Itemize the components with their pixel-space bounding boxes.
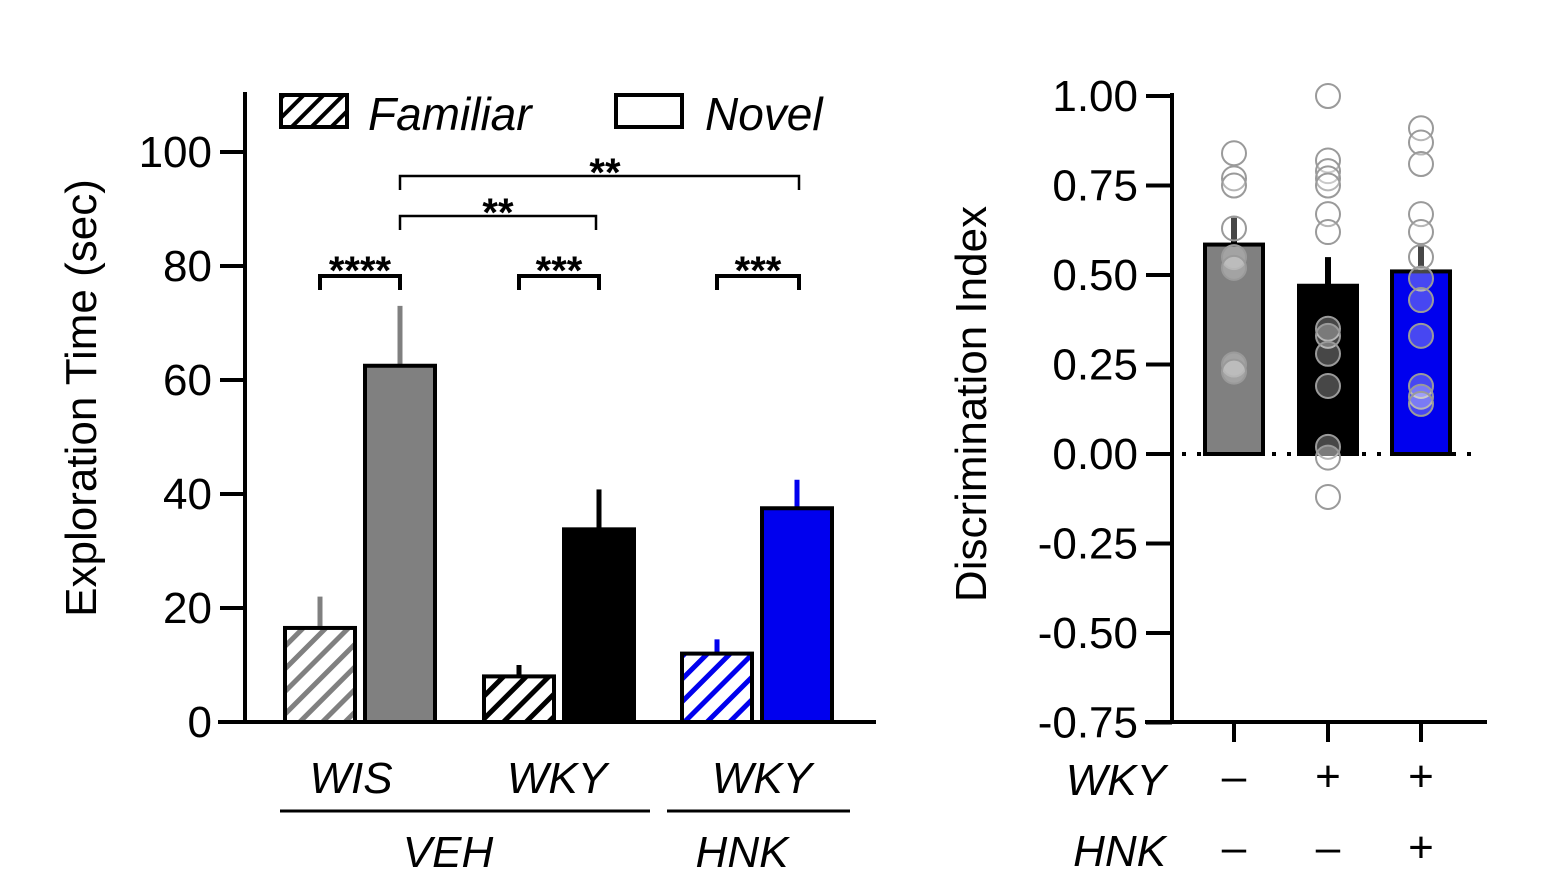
data-point <box>1408 383 1434 410</box>
right-y-tick-label: 0.75 <box>1052 162 1138 211</box>
data-point <box>1408 129 1434 156</box>
right-y-tick-label: -0.25 <box>1038 520 1138 569</box>
left-y-tick-label: 100 <box>139 128 212 177</box>
factor-label: HNK <box>1073 827 1168 876</box>
left-y-ticks: 0 20 40 60 80 100 <box>139 128 245 747</box>
right-y-tick-label: 0.25 <box>1052 341 1138 390</box>
di-bar <box>1390 269 1452 457</box>
data-point <box>1408 265 1434 292</box>
legend-label-familiar: Familiar <box>368 88 533 140</box>
data-point <box>1315 172 1341 199</box>
data-point <box>1221 254 1247 281</box>
group-label-wky-veh: WKY <box>507 754 610 803</box>
left-y-axis-label: Exploration Time (sec) <box>57 179 106 617</box>
treatment-label-veh: VEH <box>403 828 494 877</box>
right-y-tick-label: -0.50 <box>1038 609 1138 658</box>
data-point <box>1315 433 1341 460</box>
significance-stars: ** <box>589 151 621 195</box>
data-point <box>1315 340 1341 367</box>
strain-labels: WIS WKY WKY <box>309 754 814 803</box>
factor-level: – <box>1222 752 1247 801</box>
data-point <box>1315 483 1341 510</box>
data-point <box>1408 372 1434 399</box>
right-y-tick-label: 0.00 <box>1052 430 1138 479</box>
factor-level: + <box>1408 823 1434 872</box>
factor-table: WKY – + + HNK – – + <box>1066 752 1434 876</box>
left-y-tick-label: 0 <box>188 698 212 747</box>
right-y-tick-label: 0.50 <box>1052 251 1138 300</box>
factor-level: – <box>1316 823 1341 872</box>
right-y-tick-label: -0.75 <box>1038 699 1138 748</box>
data-point <box>1221 165 1247 192</box>
data-point <box>1315 372 1341 399</box>
data-point <box>1221 215 1247 242</box>
treatment-label-hnk: HNK <box>696 828 791 877</box>
data-point <box>1221 358 1247 385</box>
familiar-bar <box>283 625 357 725</box>
significance-bracket <box>398 214 598 230</box>
right-y-axis-label: Discrimination Index <box>947 206 996 602</box>
data-point <box>1315 315 1341 342</box>
data-point <box>1221 351 1247 378</box>
legend-swatch-novel <box>614 93 684 129</box>
left-y-tick-label: 60 <box>163 356 212 405</box>
significance-stars: *** <box>536 249 583 293</box>
data-point <box>1408 151 1434 178</box>
group-label-wky-hnk: WKY <box>712 754 815 803</box>
significance-bracket <box>715 274 801 290</box>
factor-level: + <box>1315 752 1341 801</box>
left-y-tick-label: 20 <box>163 584 212 633</box>
novel-bar <box>562 527 636 725</box>
data-point <box>1221 244 1247 271</box>
data-point <box>1315 201 1341 228</box>
data-point <box>1408 115 1434 142</box>
familiar-bar <box>680 651 754 724</box>
data-point <box>1315 165 1341 192</box>
significance-bracket <box>398 174 801 190</box>
left-y-tick-label: 40 <box>163 470 212 519</box>
factor-level: + <box>1408 752 1434 801</box>
data-point <box>1408 322 1434 349</box>
data-point <box>1315 444 1341 471</box>
data-point <box>1315 158 1341 185</box>
left-bars <box>283 305 834 725</box>
data-point <box>1408 287 1434 314</box>
significance-bracket <box>318 274 402 290</box>
legend: Familiar Novel <box>279 88 824 140</box>
significance-brackets: **** *** ******* <box>318 151 801 293</box>
significance-stars: **** <box>329 249 392 293</box>
data-point <box>1315 322 1341 349</box>
data-point <box>1408 201 1434 228</box>
significance-stars: *** <box>735 249 782 293</box>
data-point <box>1408 219 1434 246</box>
significance-bracket <box>517 274 601 290</box>
di-bar <box>1297 283 1359 456</box>
novel-bar <box>760 506 834 724</box>
data-point <box>1315 147 1341 174</box>
right-bars <box>1203 83 1452 742</box>
novel-bar <box>363 363 437 724</box>
data-point <box>1408 244 1434 271</box>
factor-level: – <box>1222 823 1247 872</box>
left-y-tick-label: 80 <box>163 242 212 291</box>
legend-label-novel: Novel <box>705 88 824 140</box>
factor-label: WKY <box>1066 756 1169 805</box>
legend-swatch-familiar <box>279 93 349 129</box>
data-point <box>1315 83 1341 109</box>
data-point <box>1221 140 1247 167</box>
data-point <box>1315 219 1341 246</box>
familiar-bar <box>482 674 556 725</box>
data-point <box>1408 390 1434 417</box>
group-label-wis: WIS <box>309 754 392 803</box>
significance-stars: ** <box>482 191 514 235</box>
right-y-tick-label: 1.00 <box>1052 72 1138 121</box>
data-point <box>1221 172 1247 199</box>
right-y-ticks: 1.00 0.75 0.50 0.25 0.00 -0.25 -0.50 -0.75 <box>1038 72 1172 748</box>
discrimination-index-chart: Discrimination Index 1.00 0.75 0.50 0.25 0.0… <box>947 72 1487 876</box>
